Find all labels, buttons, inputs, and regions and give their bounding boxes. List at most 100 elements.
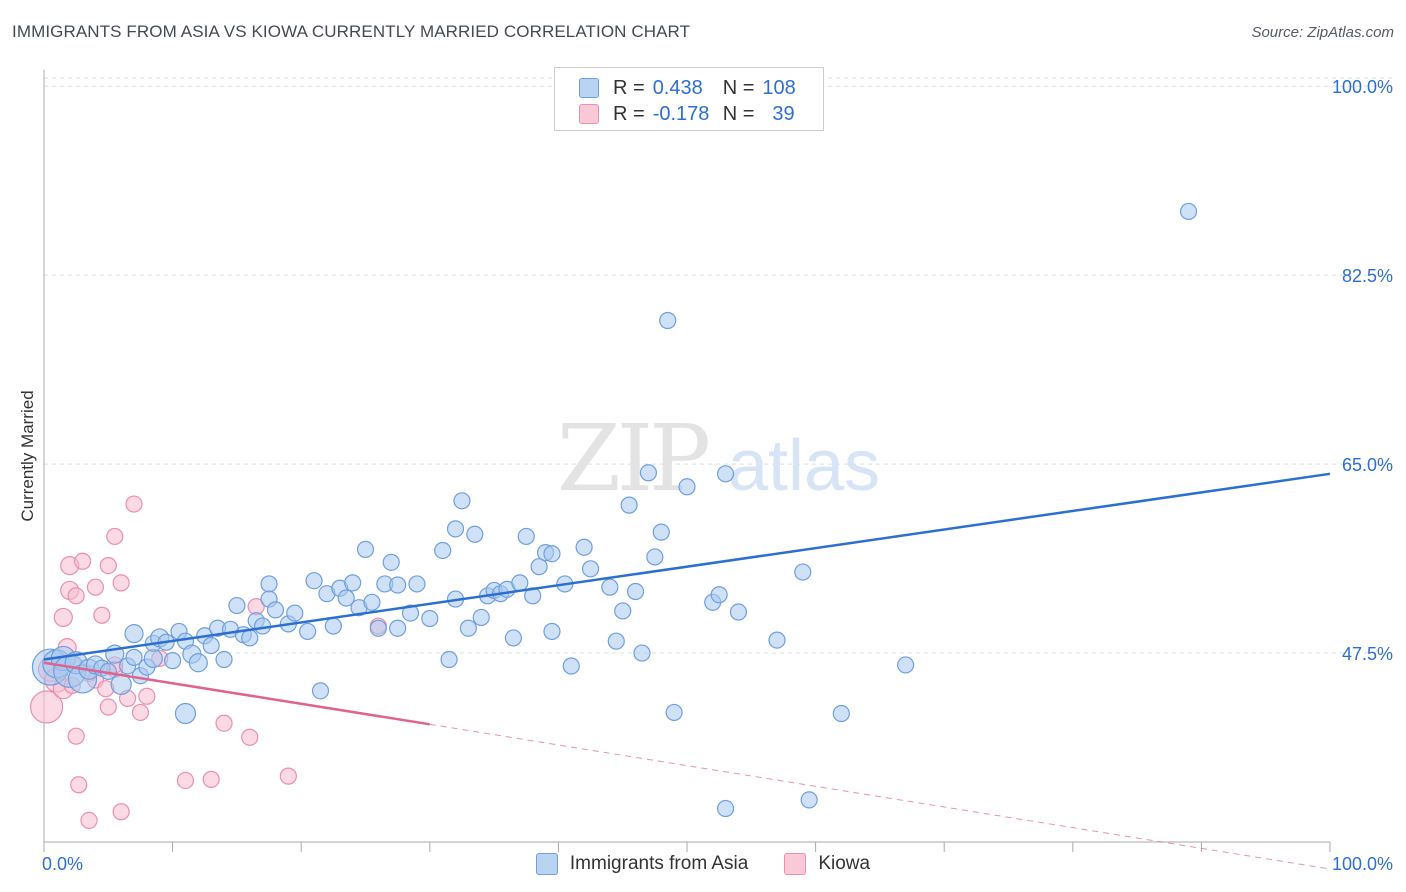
y-axis-title: Currently Married [18, 390, 37, 522]
kiowa-point [67, 727, 85, 745]
y-tick-label: 100.0% [1332, 77, 1393, 97]
kiowa-point [86, 578, 105, 596]
asia-point [356, 540, 375, 558]
kiowa-point [53, 607, 73, 628]
legend-r-value: -0.178 [652, 102, 710, 125]
kiowa-point [112, 803, 130, 821]
axis-ticks [43, 842, 1331, 852]
asia-point [164, 652, 182, 670]
asia-point [286, 604, 304, 622]
watermark-zip: ZIP [557, 405, 708, 512]
asia-point [1179, 202, 1198, 221]
series-legend: Immigrants from Asia Kiowa [0, 852, 1406, 876]
asia-point [562, 657, 580, 675]
asia-point [543, 545, 561, 563]
legend-n-value: 39 [772, 102, 795, 125]
asia-point [125, 648, 143, 666]
kiowa-point [29, 690, 64, 724]
asia-point [716, 799, 735, 818]
asia-point [446, 520, 465, 538]
trend-line-kiowa [43, 661, 430, 726]
asia-point [897, 656, 915, 674]
trend-line-kiowa-extension [429, 723, 1331, 870]
legend-row-asia: R = 0.438 N = 108 [579, 76, 796, 100]
asia-point [453, 492, 471, 510]
asia-point [710, 586, 728, 604]
legend-r-label: R = [613, 76, 645, 99]
asia-point [260, 575, 278, 593]
asia-point [401, 604, 420, 622]
asia-point [344, 574, 362, 592]
asia-point [266, 601, 285, 619]
asia-point [633, 644, 651, 662]
asia-point [241, 629, 259, 647]
asia-point [434, 541, 452, 560]
legend-n-label: N = [722, 76, 755, 99]
kiowa-point [73, 552, 92, 570]
watermark-atlas: atlas [728, 426, 880, 506]
kiowa-point [241, 728, 259, 746]
gridlines [44, 77, 1394, 654]
asia-point [626, 582, 645, 601]
asia-point [202, 636, 220, 655]
series-asia [31, 202, 1198, 818]
y-tick-label: 47.5% [1342, 644, 1393, 664]
asia-point [472, 608, 490, 627]
asia-point [607, 632, 625, 650]
y-tick-label: 82.5% [1342, 266, 1393, 286]
asia-point [299, 622, 317, 641]
kiowa-point [99, 556, 117, 575]
legend-swatch-asia [535, 853, 558, 875]
tick-labels: 47.5% 65.0% 82.5% 100.0% 0.0% 100.0% [42, 77, 1393, 874]
asia-point [311, 682, 330, 700]
trend-lines [43, 472, 1331, 870]
asia-point [174, 702, 197, 725]
asia-point [369, 619, 387, 637]
kiowa-point [131, 703, 150, 722]
asia-point [337, 589, 355, 607]
stats-legend: R = 0.438 N = 108 R = -0.178 N = 39 [554, 67, 824, 131]
kiowa-point [215, 714, 233, 732]
asia-point [601, 578, 619, 596]
asia-point [363, 593, 381, 611]
legend-swatch-kiowa [579, 104, 599, 124]
asia-point [768, 631, 786, 649]
asia-point [215, 650, 233, 669]
kiowa-point [279, 767, 297, 785]
asia-point [800, 791, 818, 809]
trend-line-asia [43, 472, 1331, 661]
asia-point [646, 548, 664, 566]
asia-point [652, 523, 670, 541]
watermark: ZIP atlas [557, 405, 880, 512]
asia-point [665, 703, 683, 722]
asia-point [466, 525, 484, 543]
chart-title: IMMIGRANTS FROM ASIA VS KIOWA CURRENTLY … [12, 22, 691, 41]
kiowa-point [138, 687, 156, 705]
kiowa-point [99, 698, 117, 716]
asia-point [143, 648, 163, 669]
asia-point [832, 704, 850, 723]
kiowa-point [70, 776, 88, 794]
source-label: Source: ZipAtlas.com [1251, 24, 1394, 41]
asia-point [575, 538, 593, 556]
legend-r-label: R = [613, 102, 645, 125]
asia-point [382, 553, 400, 571]
asia-point [440, 650, 458, 669]
legend-n-value: 108 [762, 76, 796, 99]
asia-point [124, 624, 144, 644]
asia-point [543, 622, 561, 641]
asia-point [530, 558, 548, 576]
legend-swatch-kiowa [784, 853, 807, 875]
x-tick-label: 0.0% [42, 854, 83, 874]
legend-label-kiowa: Kiowa [818, 853, 871, 874]
legend-row-kiowa: R = -0.178 N = 39 [579, 102, 795, 126]
asia-point [794, 563, 812, 581]
legend-item-kiowa: Kiowa [784, 853, 870, 875]
kiowa-point [67, 587, 85, 605]
y-tick-label: 65.0% [1342, 455, 1393, 475]
kiowa-point [80, 811, 98, 830]
kiowa-point [125, 495, 143, 513]
asia-point [504, 629, 522, 647]
asia-point [228, 596, 246, 615]
kiowa-point [202, 770, 220, 788]
